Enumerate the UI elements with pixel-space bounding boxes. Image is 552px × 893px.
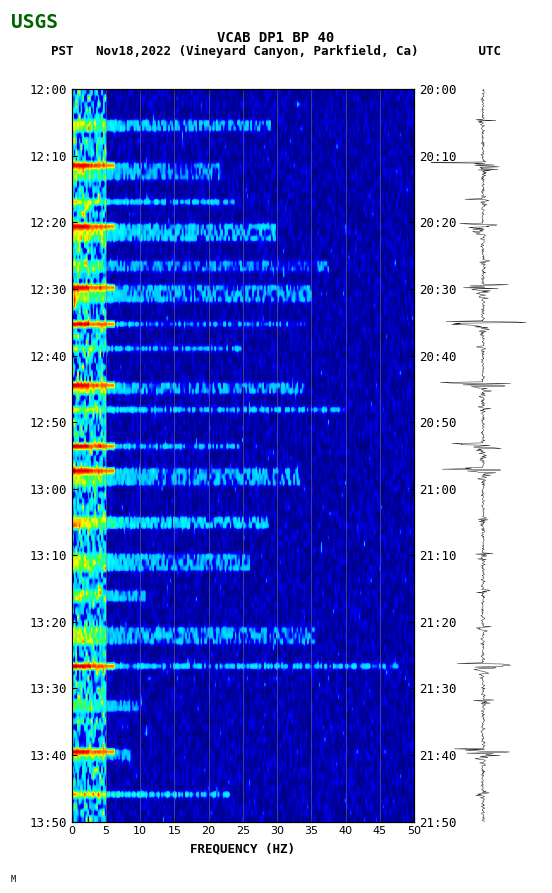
Text: M: M — [11, 875, 16, 884]
X-axis label: FREQUENCY (HZ): FREQUENCY (HZ) — [190, 842, 295, 855]
Text: PST   Nov18,2022 (Vineyard Canyon, Parkfield, Ca)        UTC: PST Nov18,2022 (Vineyard Canyon, Parkfie… — [51, 45, 501, 58]
Text: USGS: USGS — [11, 13, 58, 32]
Text: VCAB DP1 BP 40: VCAB DP1 BP 40 — [217, 31, 335, 46]
